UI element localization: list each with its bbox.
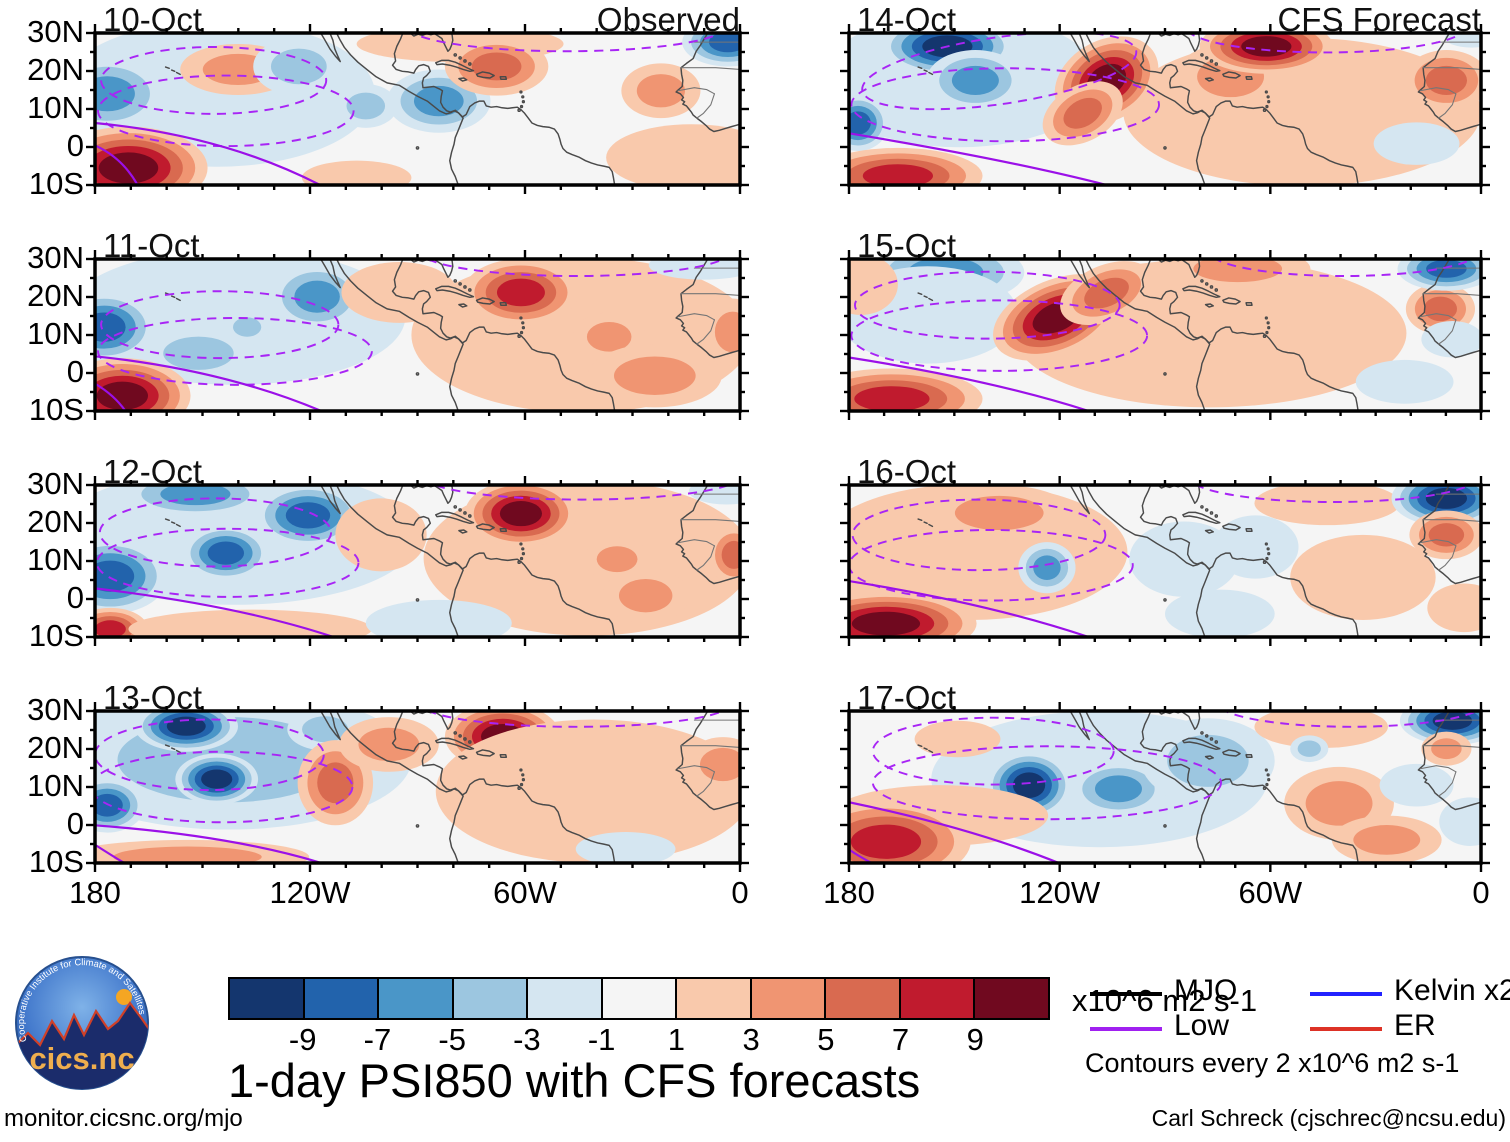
legend-label-er: ER	[1394, 1009, 1436, 1042]
logo-sun-icon	[116, 989, 132, 1005]
colorbar	[228, 977, 1050, 1020]
lon-tick-label: 120W	[1019, 875, 1101, 910]
lat-tick-label: 10S	[28, 618, 84, 653]
legend-line-er	[1310, 1027, 1382, 1031]
lat-tick-label: 10N	[27, 542, 84, 577]
lat-tick-label: 10S	[28, 844, 84, 879]
map-panel-14-Oct	[840, 24, 1490, 194]
colorbar-cell	[898, 979, 974, 1018]
colorbar-tick-label: -9	[288, 1022, 317, 1057]
site-url: monitor.cicsnc.org/mjo	[4, 1105, 243, 1132]
colorbar-cell	[675, 979, 750, 1018]
lat-tick-label: 0	[66, 128, 84, 163]
contour-note: Contours every 2 x10^6 m2 s-1	[1085, 1048, 1460, 1078]
lon-tick-label: 180	[823, 875, 875, 910]
column-title-cfs-forecast: CFS Forecast	[1277, 1, 1481, 38]
colorbar-cell	[749, 979, 825, 1018]
colorbar-tick-label: -1	[587, 1022, 616, 1057]
colorbar-tick-label: 7	[891, 1022, 910, 1057]
colorbar-cell	[600, 979, 676, 1018]
colorbar-tick-label: 5	[817, 1022, 835, 1057]
lat-tick-label: 0	[66, 354, 84, 389]
column-title-observed: Observed	[596, 1, 740, 38]
lat-tick-label: 10S	[28, 166, 84, 201]
logo-mountains-icon	[16, 1003, 148, 1089]
map-panel-16-Oct	[840, 476, 1490, 646]
legend-line-kelvin-x2	[1310, 992, 1382, 996]
colorbar-cell	[973, 979, 1049, 1018]
colorbar-tick-label: 9	[966, 1022, 984, 1057]
lat-tick-label: 30N	[27, 692, 84, 727]
lon-tick-label: 120W	[269, 875, 351, 910]
colorbar-tick-label: -7	[363, 1022, 392, 1057]
colorbar-tick-label: -5	[438, 1022, 466, 1057]
credit-text: Carl Schreck (cjschrec@ncsu.edu)	[1151, 1105, 1506, 1131]
lon-tick-label: 60W	[493, 875, 557, 910]
map-panel-11-Oct	[86, 250, 749, 420]
legend-label-kelvin-x2: Kelvin x2	[1394, 974, 1510, 1007]
panels-grid: 10-Oct 30N 20N 10N 0 10S 11-Oct 30N 20N 10N 0 10S 12…	[27, 1, 1490, 910]
colorbar-cell	[230, 979, 303, 1018]
logo-wordmark: cics.nc	[29, 1041, 134, 1076]
lat-tick-label: 30N	[27, 14, 84, 49]
cics-logo: Cooperative Institute for Climate and Sa…	[15, 956, 149, 1090]
lat-tick-label: 30N	[27, 466, 84, 501]
colorbar-units: x10^6 m2 s-1	[1072, 983, 1258, 1018]
legend-label-low: Low	[1174, 1009, 1230, 1042]
lon-tick-label: 180	[69, 875, 121, 910]
colorbar-cell	[526, 979, 601, 1018]
lat-tick-label: 20N	[27, 52, 84, 87]
lat-tick-label: 10N	[27, 768, 84, 803]
lat-tick-label: 0	[66, 580, 84, 615]
lat-tick-label: 10N	[27, 316, 84, 351]
map-panel-12-Oct	[86, 476, 749, 646]
lat-tick-label: 10N	[27, 90, 84, 125]
lat-tick-label: 20N	[27, 278, 84, 313]
lat-tick-label: 30N	[27, 240, 84, 275]
legend-label-mjo: MJO	[1174, 974, 1238, 1007]
lon-tick-label: 0	[731, 875, 749, 910]
map-panel-13-Oct	[86, 702, 749, 872]
lat-tick-label: 10S	[28, 392, 84, 427]
colorbar-tick-label: 1	[667, 1022, 685, 1057]
legend-line-mjo	[1090, 992, 1162, 996]
colorbar-tick-label: -3	[513, 1022, 541, 1057]
lat-tick-label: 20N	[27, 730, 84, 765]
legend-line-low	[1090, 1027, 1162, 1031]
map-panel-17-Oct	[840, 702, 1490, 872]
figure-title: 1-day PSI850 with CFS forecasts	[228, 1054, 921, 1107]
lat-tick-label: 20N	[27, 504, 84, 539]
lat-tick-label: 0	[66, 806, 84, 841]
lon-tick-label: 0	[1472, 875, 1490, 910]
colorbar-cell	[824, 979, 899, 1018]
map-panel-15-Oct	[840, 250, 1490, 420]
colorbar-cell	[451, 979, 527, 1018]
colorbar-tick-label: 3	[742, 1022, 760, 1057]
colorbar-cell	[377, 979, 452, 1018]
lon-tick-label: 60W	[1238, 875, 1303, 910]
colorbar-cell	[302, 979, 378, 1018]
map-panel-10-Oct	[86, 24, 749, 194]
